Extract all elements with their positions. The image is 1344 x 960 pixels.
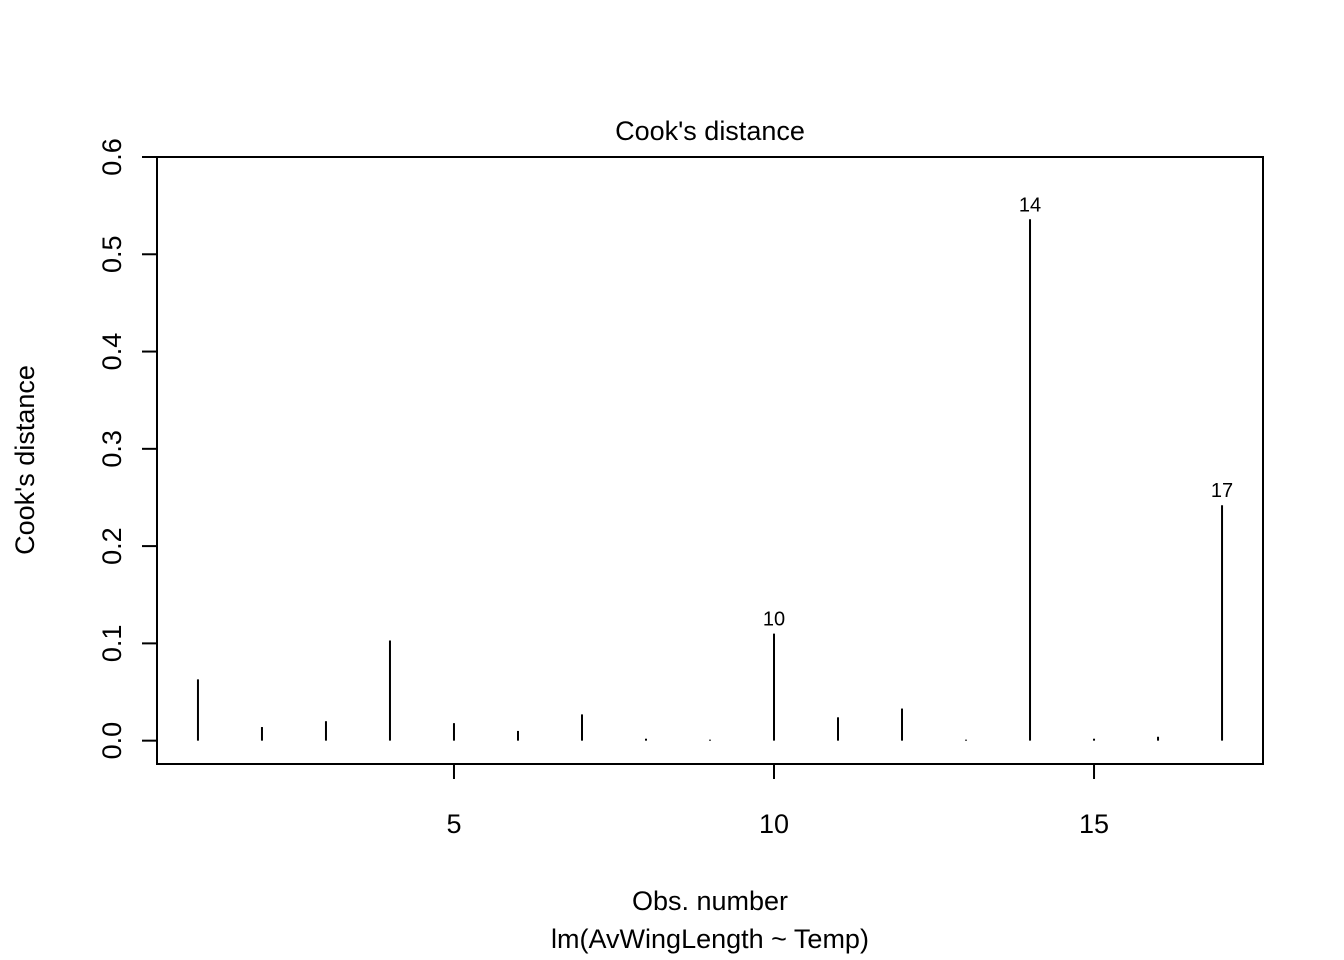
x-tick-label-10: 10 xyxy=(759,809,789,839)
x-tick-label-15: 15 xyxy=(1079,809,1109,839)
point-label-14: 14 xyxy=(1019,194,1041,216)
point-label-10: 10 xyxy=(763,609,785,631)
x-axis-sublabel: lm(AvWingLength ~ Temp) xyxy=(551,924,869,954)
y-tick-label-0.2: 0.2 xyxy=(97,527,127,565)
y-tick-label-0.6: 0.6 xyxy=(97,138,127,176)
x-tick-label-5: 5 xyxy=(446,809,461,839)
data-spikes xyxy=(196,219,1224,741)
y-tick-label-0.1: 0.1 xyxy=(97,625,127,663)
x-axis: 5 10 15 xyxy=(446,764,1109,839)
point-label-17: 17 xyxy=(1211,480,1233,502)
y-axis: 0.0 0.1 0.2 0.3 0.4 0.5 0.6 xyxy=(97,138,158,760)
chart-title: Cook's distance xyxy=(615,116,805,146)
point-labels: 10 14 17 xyxy=(763,194,1233,630)
y-axis-label: Cook's distance xyxy=(10,365,40,555)
x-axis-label: Obs. number xyxy=(632,886,788,916)
y-tick-label-0.0: 0.0 xyxy=(97,722,127,760)
y-tick-label-0.5: 0.5 xyxy=(97,236,127,274)
y-tick-label-0.4: 0.4 xyxy=(97,333,127,371)
y-tick-label-0.3: 0.3 xyxy=(97,430,127,468)
